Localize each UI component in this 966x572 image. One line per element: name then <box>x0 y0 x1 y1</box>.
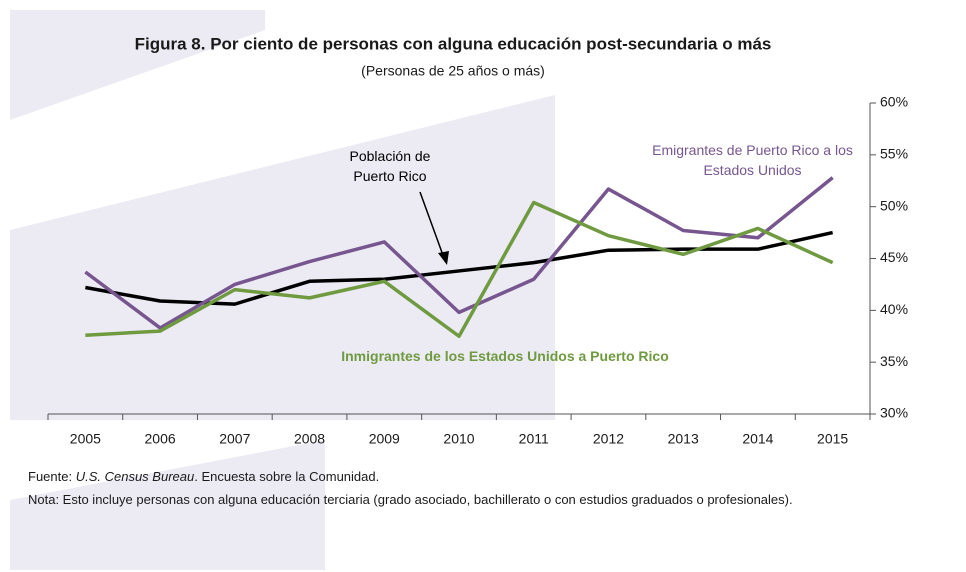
background-band <box>10 440 325 570</box>
x-tick-label: 2005 <box>70 431 101 447</box>
source-suffix: . Encuesta sobre la Comunidad. <box>194 469 380 484</box>
y-tick-label: 50% <box>880 197 908 213</box>
series-label: Emigrantes de Puerto Rico a los Estados … <box>652 142 853 178</box>
y-tick-label: 30% <box>880 405 908 421</box>
arrow-head <box>438 251 449 265</box>
series-label: Inmigrantes de los Estados Unidos a Puer… <box>341 348 669 364</box>
series-line <box>84 176 834 330</box>
annotation-arrow <box>419 191 445 259</box>
source-italic: U.S. Census Bureau <box>75 469 195 484</box>
source-prefix: Fuente: <box>28 469 76 484</box>
y-tick-label: 35% <box>880 353 908 369</box>
x-tick-label: 2013 <box>668 431 699 447</box>
x-tick-label: 2009 <box>369 431 400 447</box>
background-band <box>10 95 555 420</box>
x-tick-label: 2012 <box>593 431 624 447</box>
x-tick-label: 2014 <box>742 431 773 447</box>
note: Nota: Esto incluye personas con alguna e… <box>28 492 793 507</box>
x-tick-label: 2008 <box>294 431 325 447</box>
y-tick-label: 45% <box>880 249 908 265</box>
x-tick-label: 2007 <box>219 431 250 447</box>
y-tick-label: 55% <box>880 146 908 162</box>
x-tick-label: 2010 <box>443 431 474 447</box>
x-tick-label: 2006 <box>145 431 176 447</box>
series-line <box>85 200 834 338</box>
y-tick-label: 60% <box>880 94 908 110</box>
x-tick-label: 2011 <box>519 431 549 447</box>
x-tick-label: 2015 <box>817 431 848 447</box>
background-band <box>10 10 265 120</box>
source-note: Fuente: U.S. Census Bureau. Encuesta sob… <box>28 466 933 487</box>
y-tick-label: 40% <box>880 301 908 317</box>
chart-title: Figura 8. Por ciento de personas con alg… <box>135 34 772 53</box>
chart-subtitle: (Personas de 25 años o más) <box>361 63 545 79</box>
series-label: Población de Puerto Rico <box>349 148 431 184</box>
